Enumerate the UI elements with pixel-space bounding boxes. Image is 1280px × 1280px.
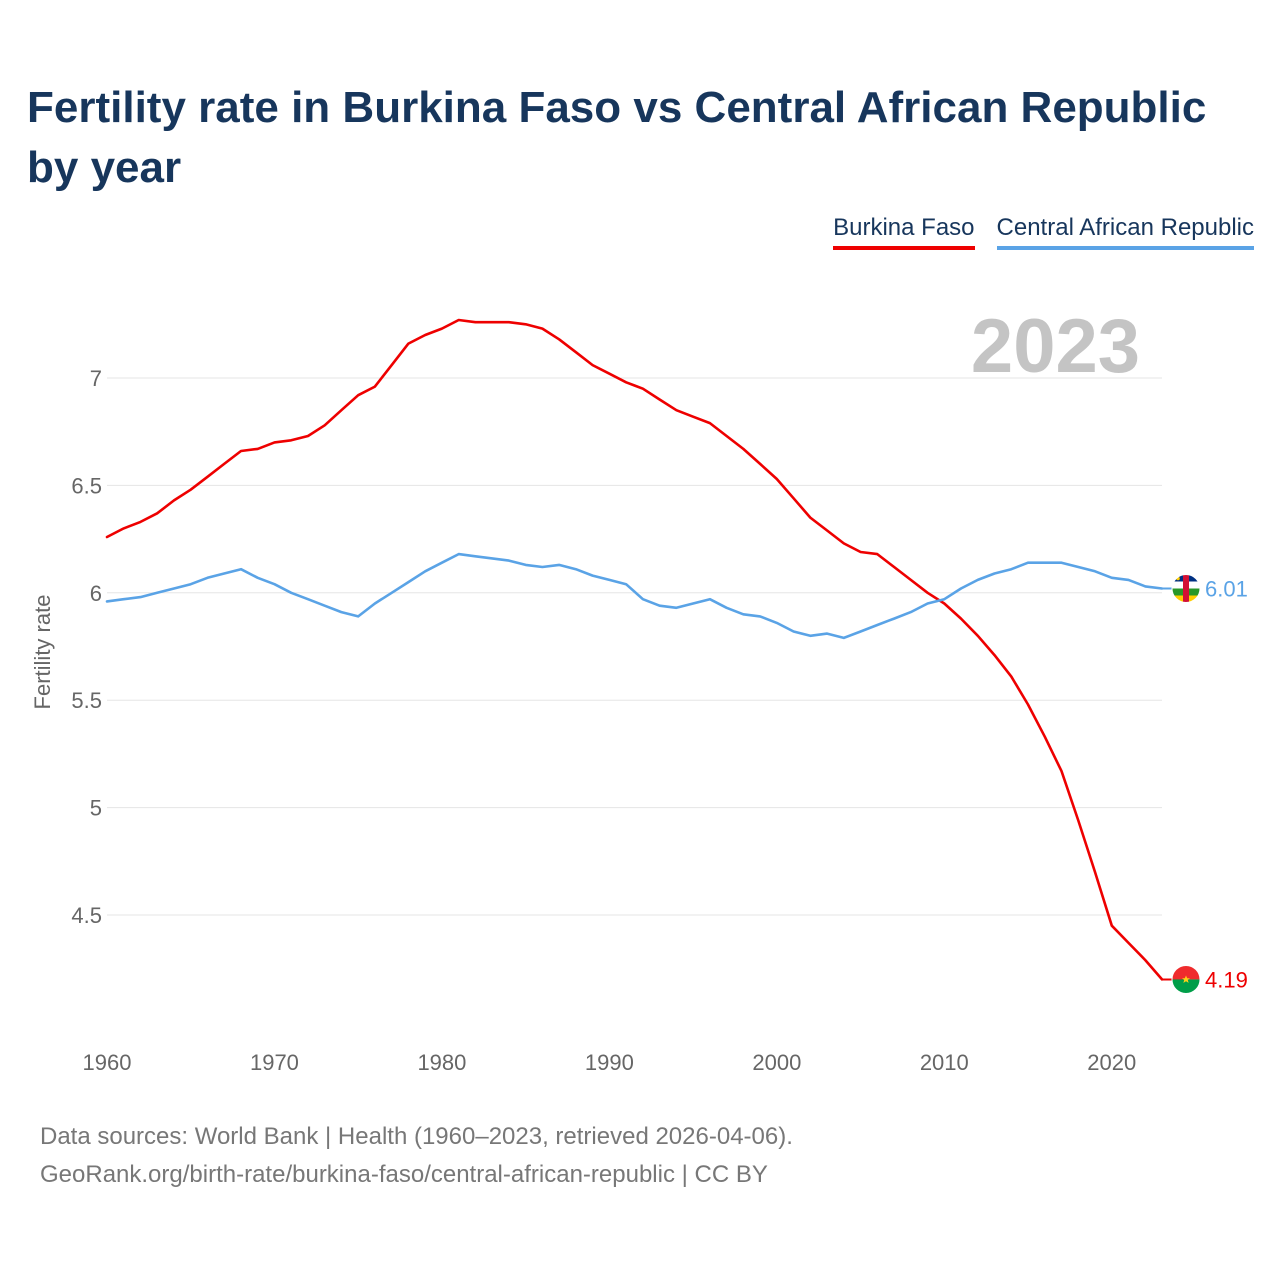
end-value-label: 6.01 (1205, 577, 1248, 602)
series-line-burkina-faso[interactable] (105, 318, 1164, 981)
burkina-faso-flag-icon (1171, 964, 1201, 994)
central-african-republic-flag-icon (1171, 574, 1201, 604)
y-tick-label: 5.5 (71, 688, 102, 713)
end-value-label: 4.19 (1205, 967, 1248, 992)
x-tick-label: 2020 (1087, 1050, 1136, 1075)
y-tick-labels: 4.5 5 5.5 6 6.5 7 (71, 366, 102, 928)
legend-item-central-african-republic[interactable]: Central African Republic (996, 212, 1254, 250)
y-tick-label: 4.5 (71, 903, 102, 928)
credit-link[interactable]: GeoRank.org/birth-rate/burkina-faso/cent… (40, 1161, 768, 1188)
line-chart: 2023 4.5 5 5.5 6 6.5 7 1960 1970 1980 1990 2000 20… (30, 304, 1248, 1075)
legend-item-burkina-faso[interactable]: Burkina Faso (833, 212, 975, 250)
y-axis-label: Fertility rate (30, 595, 55, 710)
y-tick-label: 5 (90, 796, 102, 821)
chart-title: Fertility rate in Burkina Faso vs Centra… (27, 83, 1207, 192)
legend: Burkina Faso Central African Republic (833, 212, 1254, 250)
y-tick-label: 7 (90, 366, 102, 391)
data-source-note: Data sources: World Bank | Health (1960–… (40, 1123, 793, 1150)
year-label: 2023 (971, 304, 1140, 389)
x-tick-label: 2000 (752, 1050, 801, 1075)
x-tick-label: 2010 (920, 1050, 969, 1075)
series-line-central-african-republic[interactable] (105, 552, 1164, 640)
x-tick-labels: 1960 1970 1980 1990 2000 2010 2020 (83, 1050, 1137, 1075)
x-tick-label: 1960 (83, 1050, 132, 1075)
footer: Data sources: World Bank | Health (1960–… (40, 1118, 793, 1194)
x-tick-label: 1990 (585, 1050, 634, 1075)
y-tick-label: 6 (90, 581, 102, 606)
y-tick-label: 6.5 (71, 473, 102, 498)
x-tick-label: 1970 (250, 1050, 299, 1075)
gridlines (107, 377, 1162, 916)
series-lines (105, 318, 1164, 981)
end-markers: 4.19 6.01 (1162, 574, 1248, 994)
x-tick-label: 1980 (417, 1050, 466, 1075)
